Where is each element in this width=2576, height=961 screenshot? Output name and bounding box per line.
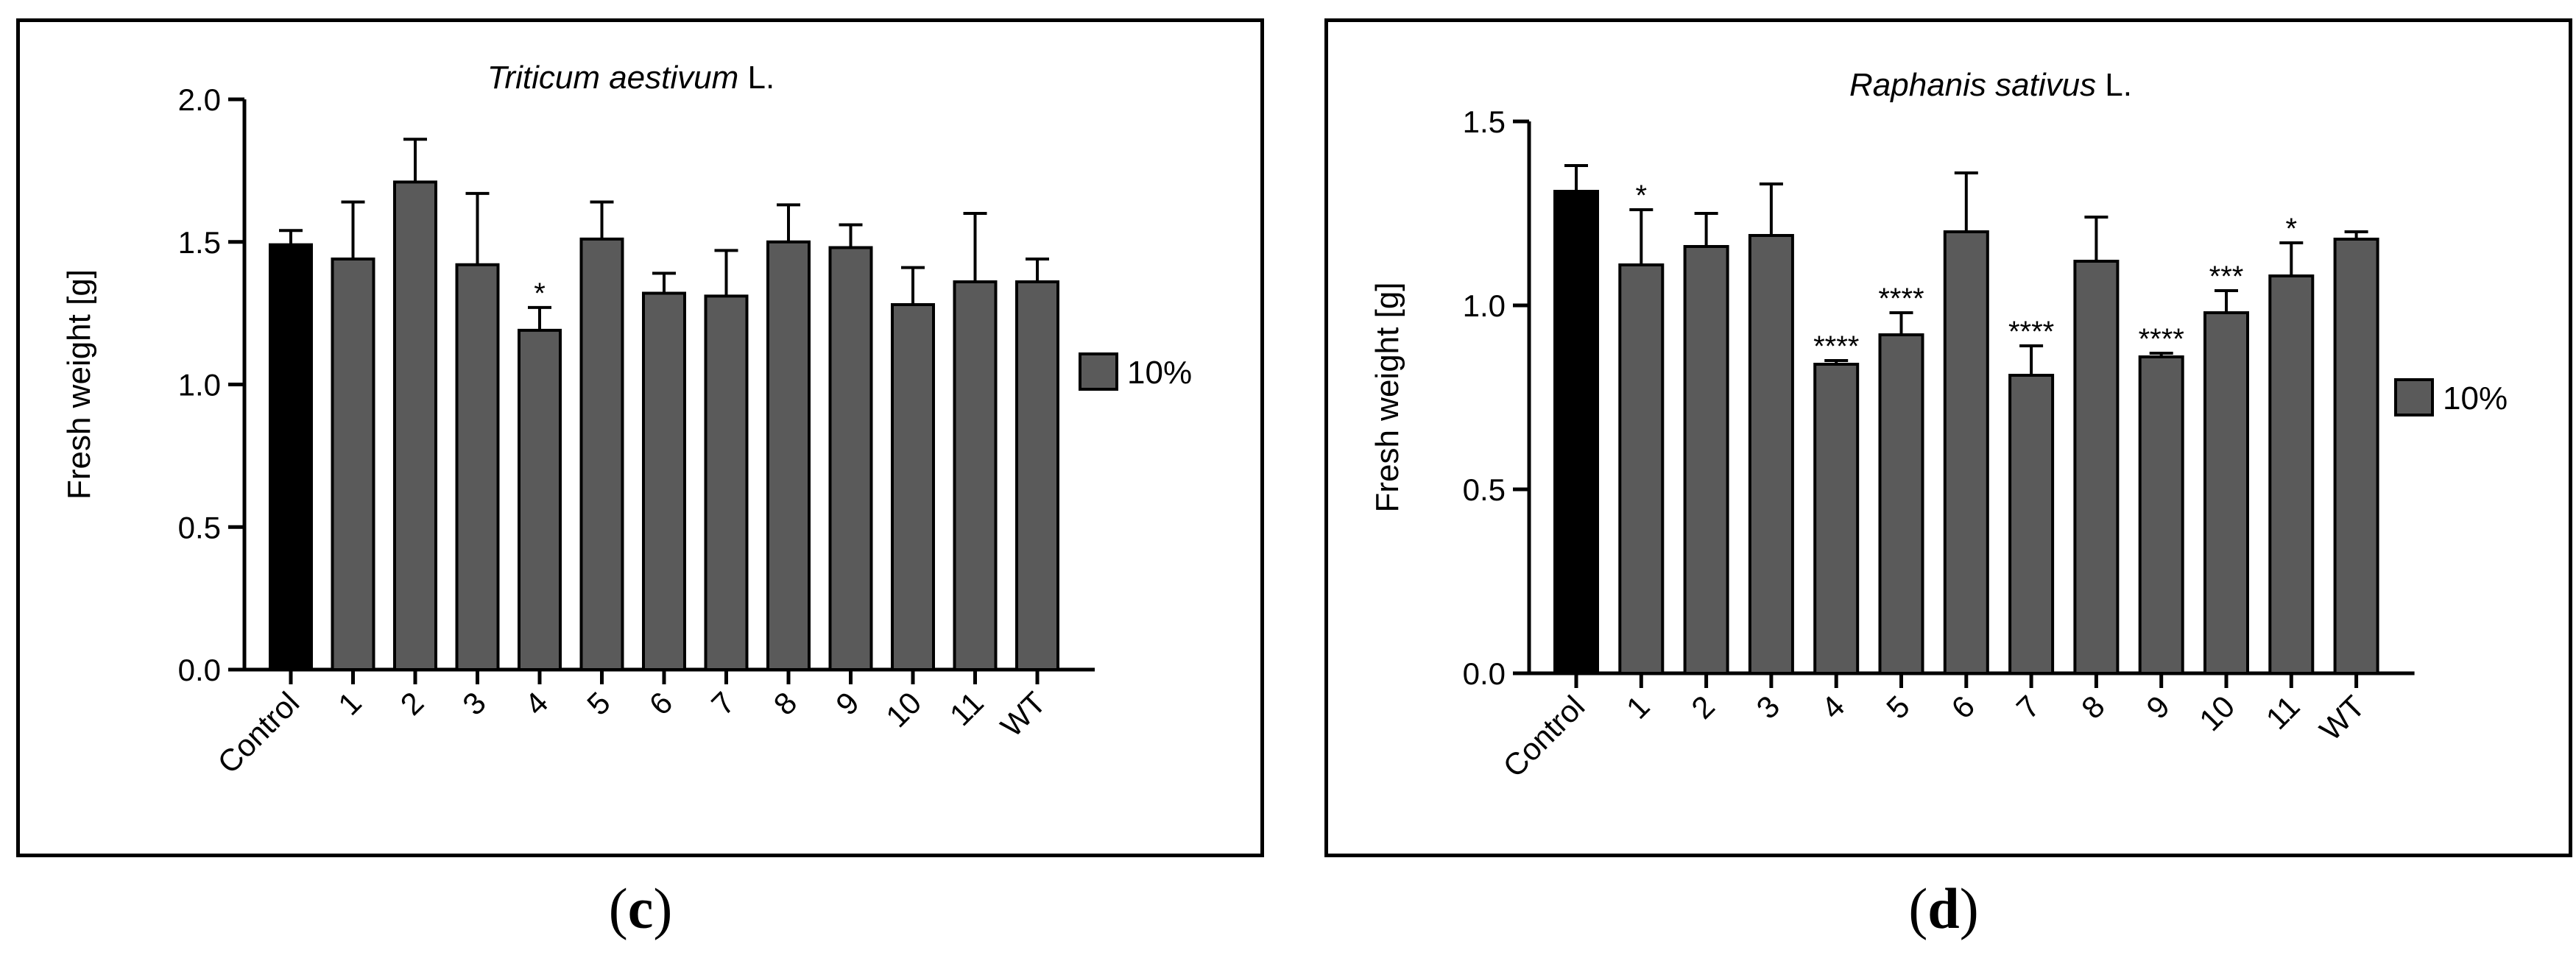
chart-d-svg: Raphanis sativus L. Fresh weight [g] 0.0 0.… — [1369, 67, 2508, 784]
c-legend-label: 10% — [1127, 355, 1192, 391]
d-bar-6 — [1943, 230, 1989, 675]
d-title-suffix: L. — [2096, 67, 2132, 103]
c-bar-10 — [891, 303, 935, 671]
d-y-tick-label: 0.5 — [1463, 472, 1506, 507]
d-title-species: Raphanis sativus — [1849, 67, 2096, 103]
c-y-axis-label: Fresh weight [g] — [61, 269, 97, 500]
d-significance-label: **** — [1878, 283, 1924, 315]
d-y-tick-label: 1.5 — [1463, 104, 1506, 139]
d-bar-9 — [2138, 355, 2184, 675]
d-legend-swatch — [2394, 378, 2434, 416]
d-significance-label: *** — [2209, 260, 2244, 293]
d-x-tick-label: 9 — [2139, 689, 2176, 726]
chart-panel-c: Triticum aestivum L. Fresh weight [g] 0.0 0… — [16, 18, 1264, 857]
d-x-tick-label: Control — [1496, 689, 1591, 784]
d-x-tick-label: WT — [2313, 689, 2371, 747]
panel-label-d: (d) — [1908, 876, 1979, 940]
d-y-tick-label: 0.0 — [1463, 656, 1506, 691]
d-bar-3 — [1748, 234, 1794, 675]
d-x-tick-label: 11 — [2259, 689, 2307, 736]
d-bar-1 — [1618, 263, 1665, 675]
c-x-tick-label: 6 — [643, 685, 680, 722]
c-x-tick-label: Control — [211, 685, 306, 780]
d-x-tick-label: 2 — [1684, 689, 1721, 726]
c-x-tick-label: 3 — [456, 685, 493, 722]
d-bar-7 — [2008, 374, 2055, 675]
d-significance-label: * — [2286, 213, 2298, 245]
d-significance-label: **** — [2139, 323, 2184, 355]
c-bar-11 — [953, 280, 998, 671]
c-bar-5 — [579, 237, 624, 671]
d-x-tick-label: 10 — [2192, 689, 2241, 737]
d-y-axis-label: Fresh weight [g] — [1369, 282, 1405, 512]
d-bar-11 — [2268, 274, 2315, 675]
c-x-tick-label: 1 — [331, 685, 368, 722]
d-significance-label: **** — [1813, 330, 1859, 363]
d-x-tick-label: 5 — [1880, 689, 1916, 726]
c-y-tick-label: 2.0 — [178, 82, 221, 117]
c-bar-6 — [642, 291, 686, 671]
d-legend-label: 10% — [2443, 380, 2508, 416]
c-y-tick-label: 0.5 — [178, 510, 221, 545]
d-x-tick-label: 8 — [2075, 689, 2111, 726]
d-significance-label: **** — [2008, 316, 2054, 348]
c-x-tick-label: 2 — [394, 685, 431, 722]
d-chart-title: Raphanis sativus L. — [1849, 67, 2132, 103]
d-bar-2 — [1683, 245, 1729, 675]
d-x-tick-label: 1 — [1620, 689, 1656, 726]
d-bar-wt — [2333, 238, 2379, 675]
d-y-tick-label: 1.0 — [1463, 288, 1506, 323]
d-x-tick-label: 6 — [1944, 689, 1981, 726]
c-x-tick-label: 4 — [518, 685, 555, 722]
d-significance-label: * — [1636, 180, 1648, 212]
c-title-species: Triticum aestivum — [487, 60, 738, 96]
c-x-tick-label: 7 — [705, 685, 741, 722]
c-legend-swatch — [1079, 352, 1118, 391]
c-bar-3 — [455, 263, 500, 671]
d-x-tick-label: 7 — [2010, 689, 2047, 726]
c-bar-9 — [828, 246, 873, 671]
c-x-tick-label: 10 — [879, 685, 928, 734]
c-title-suffix: L. — [738, 60, 774, 96]
c-bar-8 — [766, 240, 811, 671]
c-bar-wt — [1015, 280, 1059, 671]
c-x-tick-label: 5 — [580, 685, 617, 722]
chart-panel-d: Raphanis sativus L. Fresh weight [g] 0.0 0.… — [1324, 18, 2572, 857]
panel-label-c: (c) — [608, 876, 673, 940]
d-x-tick-label: 3 — [1750, 689, 1787, 726]
d-bar-control — [1553, 190, 1599, 675]
c-bar-4 — [518, 328, 562, 671]
d-bar-4 — [1813, 363, 1860, 675]
c-y-tick-label: 1.5 — [178, 225, 221, 260]
c-significance-label: * — [534, 277, 546, 310]
c-y-tick-label: 0.0 — [178, 653, 221, 687]
c-bar-2 — [393, 180, 437, 671]
chart-c-svg: Triticum aestivum L. Fresh weight [g] 0.0 0… — [61, 60, 1192, 780]
c-bar-1 — [331, 258, 375, 671]
c-x-tick-label: 9 — [829, 685, 866, 722]
c-bar-control — [269, 243, 313, 671]
d-bar-5 — [1878, 333, 1924, 675]
d-bar-8 — [2073, 260, 2120, 675]
c-x-tick-label: 8 — [767, 685, 804, 722]
d-x-tick-label: 4 — [1815, 689, 1852, 726]
d-bar-10 — [2203, 311, 2249, 675]
c-x-tick-label: WT — [994, 685, 1052, 743]
c-bar-7 — [704, 294, 749, 671]
c-x-tick-label: 11 — [943, 685, 990, 732]
c-chart-title: Triticum aestivum L. — [487, 60, 774, 96]
c-y-tick-label: 1.0 — [178, 368, 221, 403]
